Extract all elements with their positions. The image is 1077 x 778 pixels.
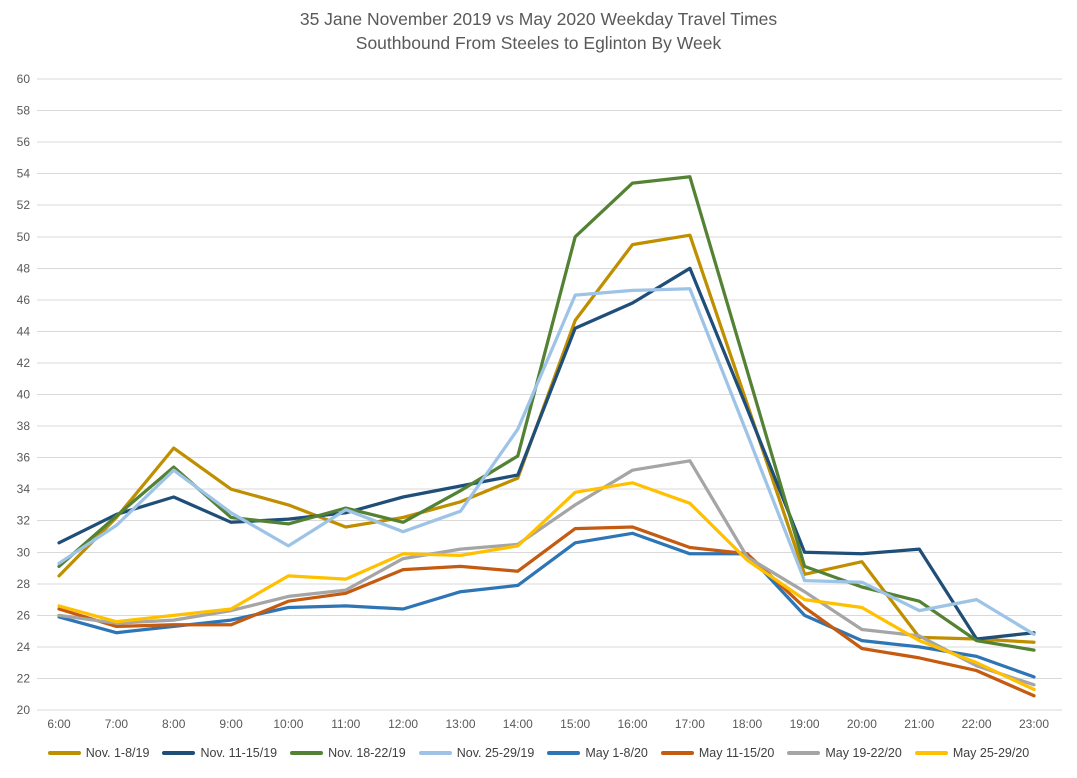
x-tick-label-17-00: 17:00 [675,717,705,731]
legend-swatch-may-19-22-20 [787,751,821,755]
y-tick-label-28: 28 [17,577,31,591]
y-tick-label-30: 30 [17,545,31,559]
x-tick-label-9-00: 9:00 [219,717,243,731]
legend-swatch-may-25-29-20 [914,751,948,755]
legend-swatch-may-11-15-20 [660,751,694,755]
legend-item-may-11-15-20: May 11-15/20 [660,746,775,760]
x-tick-label-22-00: 22:00 [962,717,992,731]
series-line-may-11-15-20 [57,525,1036,698]
y-tick-label-60: 60 [17,72,31,86]
x-tick-label-10-00: 10:00 [273,717,303,731]
legend-swatch-nov-11-15-19 [162,751,196,755]
legend-item-may-25-29-20: May 25-29/20 [914,746,1030,760]
y-tick-label-32: 32 [17,514,31,528]
series-line-nov-25-29-19 [57,287,1036,636]
y-tick-label-54: 54 [17,167,31,181]
series-line-may-19-22-20 [57,459,1036,687]
chart-title-line2: Southbound From Steeles to Eglinton By W… [355,33,722,53]
legend-label-may-1-8-20: May 1-8/20 [585,746,648,760]
legend-label-nov-18-22-19: Nov. 18-22/19 [328,746,406,760]
y-tick-label-52: 52 [17,198,31,212]
y-tick-label-34: 34 [17,482,31,496]
x-tick-label-21-00: 21:00 [904,717,934,731]
chart-legend: Nov. 1-8/19 Nov. 11-15/19 Nov. 18-22/19 Nov… [0,746,1077,760]
series-line-nov-11-15-19 [57,266,1036,641]
plot-area: 20 22 24 26 28 30 32 34 36 38 40 42 44 46 48 50 52 54 56 58… [17,72,1062,731]
x-tick-label-11-00: 11:00 [331,717,360,731]
legend-label-nov-11-15-19: Nov. 11-15/19 [200,746,278,760]
legend-label-nov-1-8-19: Nov. 1-8/19 [85,746,150,760]
y-tick-label-42: 42 [17,356,31,370]
y-tick-label-58: 58 [17,104,31,118]
x-tick-label-23-00: 23:00 [1019,717,1049,731]
legend-item-may-1-8-20: May 1-8/20 [547,746,648,760]
x-tick-label-19-00: 19:00 [790,717,820,731]
x-tick-label-7-00: 7:00 [105,717,129,731]
y-tick-label-44: 44 [17,324,31,338]
chart-title: 35 Jane November 2019 vs May 2020 Weekda… [0,7,1077,55]
series-line-may-25-29-20 [57,481,1036,692]
x-tick-label-6-00: 6:00 [47,717,71,731]
legend-item-may-19-22-20: May 19-22/20 [787,746,902,760]
x-tick-label-16-00: 16:00 [617,717,647,731]
y-tick-label-50: 50 [17,230,31,244]
series-line-nov-1-8-19 [57,233,1036,644]
legend-label-nov-25-29-19: Nov. 25-29/19 [456,746,535,760]
y-tick-label-38: 38 [17,419,31,433]
legend-swatch-nov-1-8-19 [47,751,81,755]
x-tick-label-20-00: 20:00 [847,717,877,731]
series-line-nov-18-22-19 [57,175,1036,652]
legend-swatch-nov-25-29-19 [418,751,452,755]
legend-swatch-may-1-8-20 [547,751,581,755]
legend-swatch-nov-18-22-19 [290,751,324,755]
chart-title-line1: 35 Jane November 2019 vs May 2020 Weekda… [299,9,778,29]
legend-item-nov-25-29-19: Nov. 25-29/19 [418,746,535,760]
y-tick-label-26: 26 [17,608,31,622]
y-tick-label-24: 24 [17,640,31,654]
y-tick-label-20: 20 [17,703,31,717]
legend-label-may-25-29-20: May 25-29/20 [952,746,1030,760]
legend-item-nov-1-8-19: Nov. 1-8/19 [47,746,150,760]
series-line-may-1-8-20 [57,531,1036,679]
y-tick-label-40: 40 [17,388,31,402]
x-tick-label-8-00: 8:00 [162,717,186,731]
x-tick-label-18-00: 18:00 [732,717,762,731]
y-tick-label-48: 48 [17,261,31,275]
legend-item-nov-18-22-19: Nov. 18-22/19 [290,746,406,760]
legend-label-may-19-22-20: May 19-22/20 [825,746,902,760]
legend-label-may-11-15-20: May 11-15/20 [698,746,775,760]
x-tick-label-15-00: 15:00 [560,717,590,731]
x-tick-label-12-00: 12:00 [388,717,418,731]
x-tick-label-13-00: 13:00 [445,717,475,731]
y-tick-label-36: 36 [17,451,31,465]
y-tick-label-56: 56 [17,135,31,149]
x-tick-label-14-00: 14:00 [503,717,533,731]
y-tick-label-22: 22 [17,671,31,685]
y-tick-label-46: 46 [17,293,31,307]
legend-item-nov-11-15-19: Nov. 11-15/19 [162,746,277,760]
